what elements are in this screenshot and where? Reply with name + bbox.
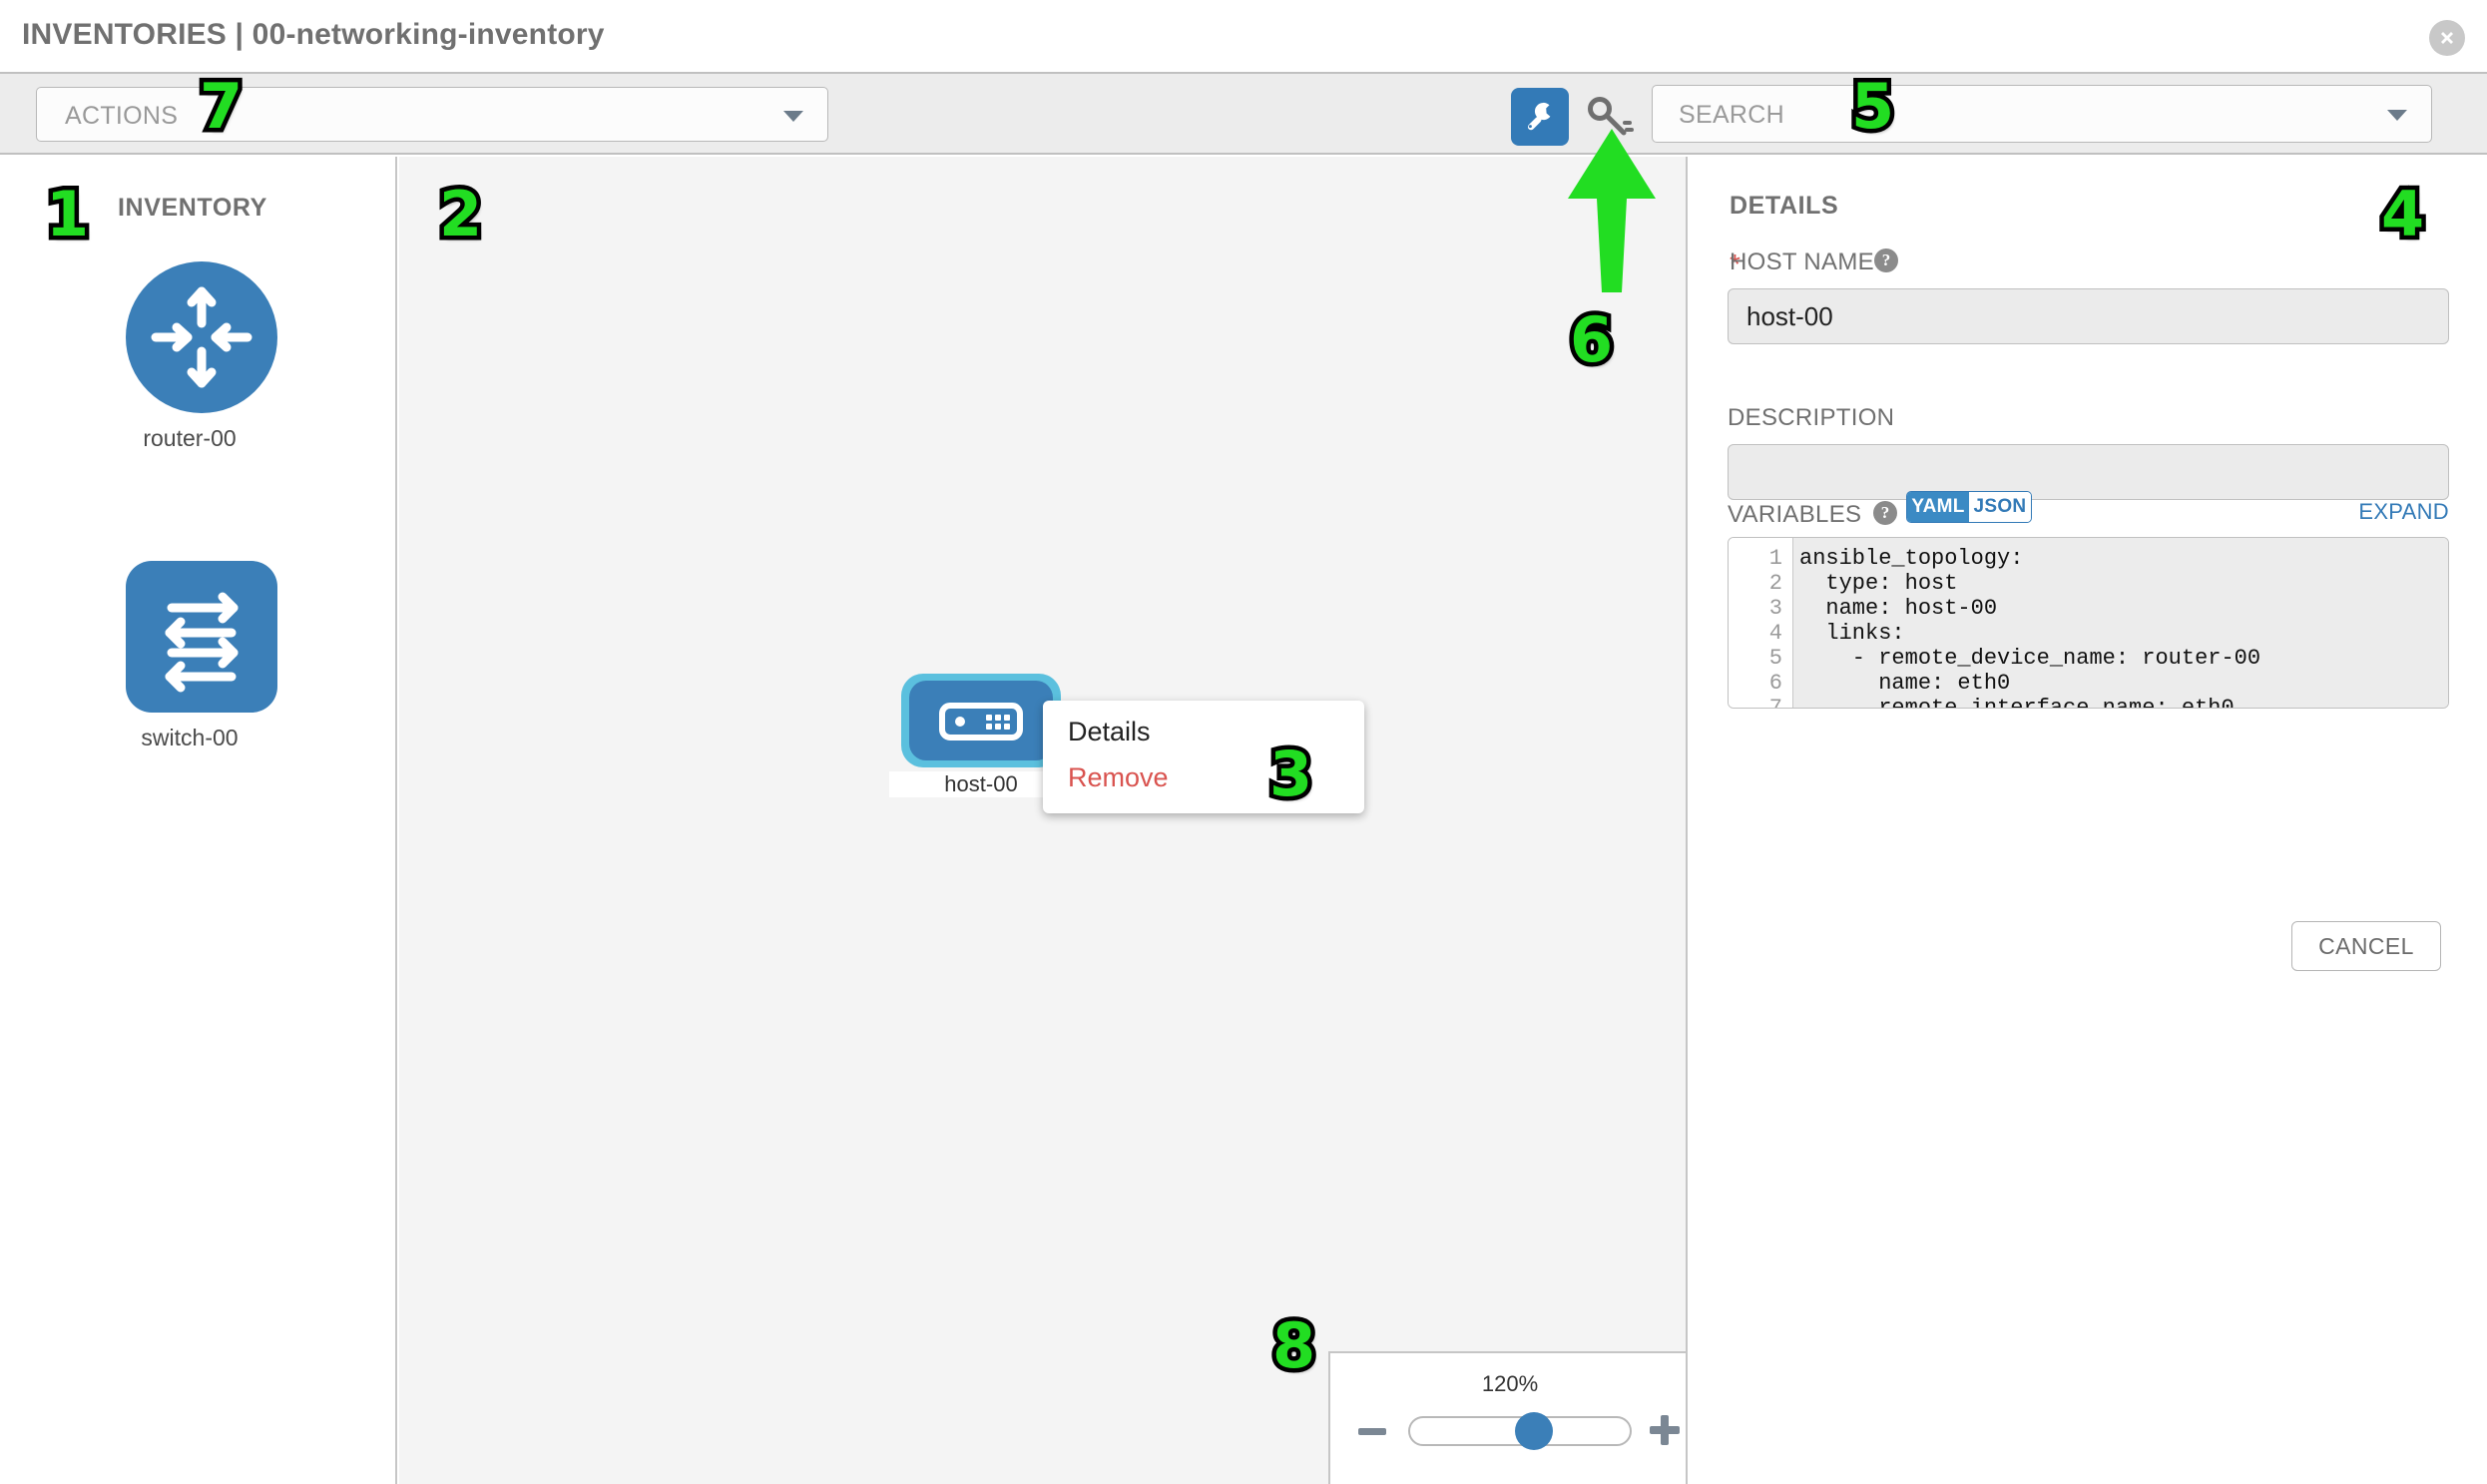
line-number: 6 bbox=[1768, 671, 1782, 696]
search-placeholder: SEARCH bbox=[1679, 101, 1784, 129]
zoom-level-label: 120% bbox=[1481, 1371, 1539, 1396]
description-label: DESCRIPTION bbox=[1728, 404, 1895, 431]
code-line: name: eth0 bbox=[1799, 671, 2011, 696]
inventory-panel: INVENTORY router-00 bbox=[0, 157, 397, 1484]
code-line: type: host bbox=[1799, 571, 1958, 596]
router-glyph bbox=[151, 286, 252, 388]
editor-code-content[interactable]: ansible_topology: type: host name: host-… bbox=[1792, 538, 2448, 708]
host-name-field[interactable] bbox=[1728, 288, 2449, 344]
topology-canvas[interactable]: host-00 Details Remove 120% bbox=[399, 157, 1688, 1484]
code-line: name: host-00 bbox=[1799, 596, 1998, 621]
line-number: 2 bbox=[1768, 571, 1782, 596]
close-glyph bbox=[2441, 32, 2453, 44]
zoom-slider-thumb[interactable] bbox=[1515, 1412, 1553, 1450]
server-icon bbox=[939, 703, 1023, 741]
node-label: host-00 bbox=[889, 771, 1073, 797]
actions-dropdown[interactable]: ACTIONS bbox=[36, 87, 828, 142]
line-number: 7 bbox=[1768, 696, 1782, 709]
actions-dropdown-label: ACTIONS bbox=[65, 102, 179, 130]
context-menu-item-remove[interactable]: Remove bbox=[1068, 762, 1169, 792]
line-number: 3 bbox=[1768, 596, 1782, 621]
key-icon[interactable] bbox=[1583, 92, 1635, 142]
help-glyph: ? bbox=[1881, 250, 1891, 269]
description-field[interactable] bbox=[1728, 444, 2449, 500]
variables-format-toggle[interactable]: YAML JSON bbox=[1906, 491, 2032, 523]
code-line: - remote_device_name: router-00 bbox=[1799, 646, 2261, 671]
key-glyph bbox=[1588, 97, 1634, 136]
variables-code-editor[interactable]: 1 2 3 4 5 6 7 ansible_topology: type: ho… bbox=[1728, 537, 2449, 709]
minus-icon[interactable] bbox=[1358, 1428, 1386, 1435]
help-icon[interactable]: ? bbox=[1874, 248, 1898, 272]
help-glyph: ? bbox=[1880, 503, 1890, 522]
line-number: 4 bbox=[1768, 621, 1782, 646]
router-icon bbox=[126, 261, 277, 413]
inventory-item-label: switch-00 bbox=[141, 725, 239, 750]
code-line: remote_interface_name: eth0 bbox=[1799, 696, 2235, 709]
switch-glyph bbox=[165, 592, 239, 693]
details-panel: DETAILS * HOST NAME ? DESCRIPTION VARIAB… bbox=[1690, 157, 2487, 1484]
details-panel-title: DETAILS bbox=[1730, 192, 1839, 220]
node-body bbox=[909, 681, 1053, 760]
format-option-json[interactable]: JSON bbox=[1969, 492, 2031, 522]
node-selection-ring bbox=[901, 674, 1061, 767]
format-option-yaml[interactable]: YAML bbox=[1907, 492, 1969, 522]
wrench-icon[interactable] bbox=[1511, 88, 1569, 146]
editor-line-numbers: 1 2 3 4 5 6 7 bbox=[1729, 538, 1792, 708]
search-input[interactable]: SEARCH bbox=[1652, 85, 2432, 143]
cancel-button[interactable]: CANCEL bbox=[2291, 921, 2441, 971]
line-number: 1 bbox=[1768, 546, 1782, 571]
plus-bar-vertical bbox=[1661, 1415, 1669, 1445]
inventory-item-label: router-00 bbox=[143, 425, 237, 451]
code-line: links: bbox=[1799, 621, 1905, 646]
host-name-label: HOST NAME bbox=[1730, 248, 1874, 275]
page-title: INVENTORIES | 00-networking-inventory bbox=[22, 18, 605, 51]
code-line: ansible_topology: bbox=[1799, 546, 2024, 571]
required-marker: * bbox=[1730, 248, 1741, 279]
switch-icon bbox=[126, 561, 277, 713]
node-context-menu[interactable]: Details Remove bbox=[1043, 701, 1364, 813]
context-menu-item-details[interactable]: Details bbox=[1068, 717, 1151, 746]
close-icon[interactable] bbox=[2429, 20, 2465, 56]
help-icon[interactable]: ? bbox=[1873, 501, 1897, 525]
inventory-panel-title: INVENTORY bbox=[118, 194, 267, 222]
window-titlebar: INVENTORIES | 00-networking-inventory bbox=[0, 0, 2487, 72]
zoom-control-panel: 120% bbox=[1328, 1351, 1686, 1484]
line-number: 5 bbox=[1768, 646, 1782, 671]
variables-label: VARIABLES bbox=[1728, 501, 1862, 528]
expand-link[interactable]: EXPAND bbox=[2358, 499, 2449, 524]
wrench-glyph bbox=[1527, 102, 1551, 131]
chevron-down-icon[interactable] bbox=[2387, 110, 2407, 121]
chevron-down-icon bbox=[783, 111, 803, 122]
